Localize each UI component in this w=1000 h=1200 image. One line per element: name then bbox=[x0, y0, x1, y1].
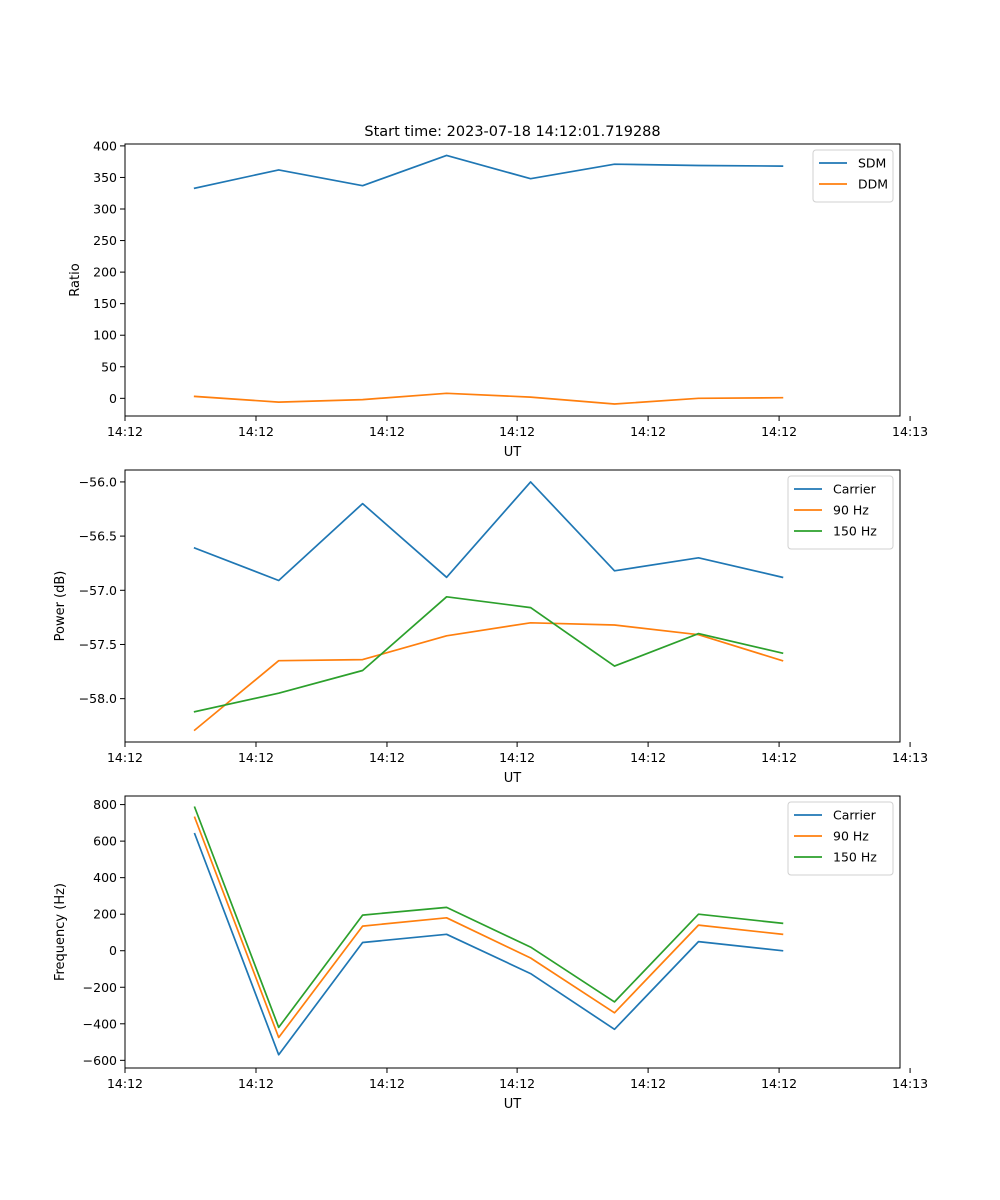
x-tick-label: 14:12 bbox=[107, 750, 143, 765]
legend: Carrier 90 Hz 150 Hz bbox=[787, 801, 894, 876]
x-tick-label: 14:12 bbox=[499, 424, 535, 439]
x-tick-label: 14:12 bbox=[369, 424, 405, 439]
x-tick-label: 14:12 bbox=[630, 1076, 666, 1091]
y-tick-label: 100 bbox=[93, 328, 117, 343]
y-tick-label: 800 bbox=[93, 797, 117, 812]
legend: Carrier 90 Hz 150 Hz bbox=[787, 475, 894, 550]
legend-label: 150 Hz bbox=[833, 524, 877, 539]
x-axis-label: UT bbox=[504, 771, 522, 786]
legend-label: 90 Hz bbox=[833, 503, 869, 518]
x-tick-label: 14:12 bbox=[761, 424, 797, 439]
series-line-sdm bbox=[193, 154, 784, 190]
y-tick-label: 0 bbox=[109, 391, 117, 406]
y-tick-label: 400 bbox=[93, 870, 117, 885]
series-line-carrier bbox=[193, 832, 784, 1056]
legend-label: 90 Hz bbox=[833, 829, 869, 844]
x-tick-label: 14:12 bbox=[761, 1076, 797, 1091]
x-tick-label: 14:13 bbox=[892, 750, 928, 765]
figure-title: Start time: 2023-07-18 14:12:01.719288 bbox=[364, 124, 660, 140]
y-axis-label: Ratio bbox=[68, 263, 83, 296]
x-tick-label: 14:12 bbox=[107, 424, 143, 439]
y-tick-label: −57.0 bbox=[79, 583, 117, 598]
y-tick-label: 200 bbox=[93, 265, 117, 280]
series-line-150-hz bbox=[193, 595, 784, 713]
legend-label: Carrier bbox=[833, 482, 877, 497]
y-tick-label: 150 bbox=[93, 296, 117, 311]
legend-label: SDM bbox=[858, 156, 886, 171]
y-tick-label: −57.5 bbox=[79, 637, 117, 652]
chart-1: 14:12 14:12 14:12 14:12 14:12 14:12 14:13 0 50 10… bbox=[68, 138, 928, 460]
x-tick-label: 14:13 bbox=[892, 1076, 928, 1091]
x-axis-label: UT bbox=[504, 445, 522, 460]
x-tick-label: 14:12 bbox=[369, 750, 405, 765]
y-tick-label: 300 bbox=[93, 202, 117, 217]
y-axis-label: Frequency (Hz) bbox=[53, 883, 68, 981]
x-tick-label: 14:12 bbox=[761, 750, 797, 765]
y-axis-label: Power (dB) bbox=[53, 571, 68, 642]
x-tick-label: 14:12 bbox=[499, 1076, 535, 1091]
y-tick-label: −400 bbox=[83, 1016, 117, 1031]
y-tick-label: 0 bbox=[109, 943, 117, 958]
y-tick-label: −600 bbox=[83, 1053, 117, 1068]
y-tick-label: −56.5 bbox=[79, 529, 117, 544]
x-tick-label: 14:12 bbox=[630, 750, 666, 765]
series-line-carrier bbox=[193, 481, 784, 582]
legend-label: 150 Hz bbox=[833, 850, 877, 865]
x-tick-label: 14:13 bbox=[892, 424, 928, 439]
plot-frame bbox=[124, 143, 901, 417]
series-line-90-hz bbox=[193, 621, 784, 732]
y-tick-label: 200 bbox=[93, 907, 117, 922]
y-tick-label: 250 bbox=[93, 233, 117, 248]
x-tick-label: 14:12 bbox=[369, 1076, 405, 1091]
chart-2: 14:12 14:12 14:12 14:12 14:12 14:12 14:13 −58.0… bbox=[53, 469, 928, 786]
y-tick-label: 350 bbox=[93, 170, 117, 185]
legend-label: DDM bbox=[858, 177, 888, 192]
x-tick-label: 14:12 bbox=[499, 750, 535, 765]
y-tick-label: −58.0 bbox=[79, 691, 117, 706]
x-tick-label: 14:12 bbox=[107, 1076, 143, 1091]
legend-label: Carrier bbox=[833, 808, 877, 823]
x-axis-label: UT bbox=[504, 1097, 522, 1112]
series-line-90-hz bbox=[193, 816, 784, 1039]
x-tick-label: 14:12 bbox=[238, 750, 274, 765]
series-line-ddm bbox=[193, 392, 784, 405]
y-tick-label: 400 bbox=[93, 138, 117, 153]
y-tick-label: 50 bbox=[101, 359, 117, 374]
x-tick-label: 14:12 bbox=[238, 424, 274, 439]
x-tick-label: 14:12 bbox=[238, 1076, 274, 1091]
y-tick-label: −56.0 bbox=[79, 474, 117, 489]
charts: 14:12 14:12 14:12 14:12 14:12 14:12 14:13 0 50 10… bbox=[53, 138, 928, 1112]
legend: SDM DDM bbox=[812, 149, 894, 203]
plot-frame bbox=[124, 795, 901, 1069]
chart-3: 14:12 14:12 14:12 14:12 14:12 14:12 14:13 −600 −… bbox=[53, 795, 928, 1112]
series-line-150-hz bbox=[193, 806, 784, 1029]
y-tick-label: −200 bbox=[83, 980, 117, 995]
y-tick-label: 600 bbox=[93, 834, 117, 849]
x-tick-label: 14:12 bbox=[630, 424, 666, 439]
